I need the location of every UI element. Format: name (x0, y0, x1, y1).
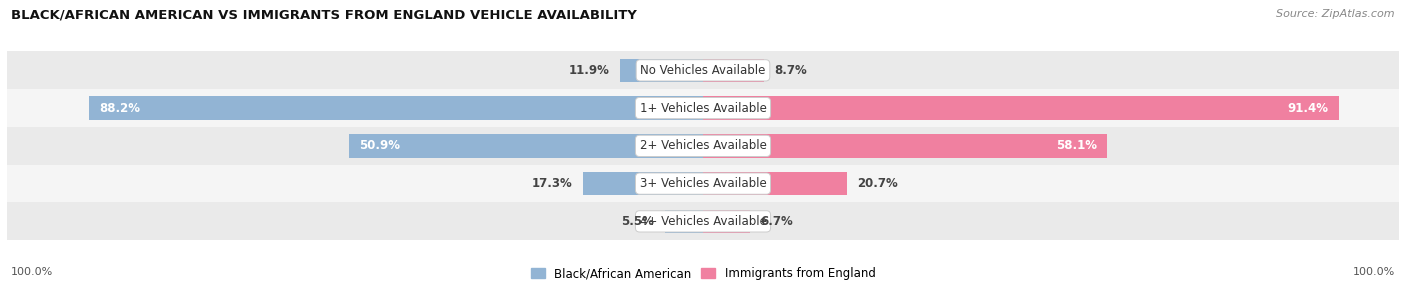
Text: Source: ZipAtlas.com: Source: ZipAtlas.com (1277, 9, 1395, 19)
Text: 11.9%: 11.9% (569, 64, 610, 77)
Bar (89, 96, 703, 120)
Legend: Black/African American, Immigrants from England: Black/African American, Immigrants from … (530, 267, 876, 280)
Bar (703, 96, 1339, 120)
Bar (349, 134, 703, 158)
Bar (703, 172, 846, 195)
Text: 88.2%: 88.2% (100, 102, 141, 115)
Text: 6.7%: 6.7% (761, 215, 793, 228)
Bar (7, 51, 1399, 89)
Text: 2+ Vehicles Available: 2+ Vehicles Available (640, 139, 766, 152)
Text: No Vehicles Available: No Vehicles Available (640, 64, 766, 77)
Text: 17.3%: 17.3% (531, 177, 572, 190)
Bar (7, 89, 1399, 127)
Bar (620, 59, 703, 82)
Text: 5.5%: 5.5% (621, 215, 654, 228)
Bar (703, 59, 763, 82)
Bar (703, 210, 749, 233)
Text: 100.0%: 100.0% (1353, 267, 1395, 277)
Bar (7, 202, 1399, 240)
Text: 3+ Vehicles Available: 3+ Vehicles Available (640, 177, 766, 190)
Text: 1+ Vehicles Available: 1+ Vehicles Available (640, 102, 766, 115)
Bar (582, 172, 703, 195)
Text: 4+ Vehicles Available: 4+ Vehicles Available (640, 215, 766, 228)
Bar (7, 165, 1399, 202)
Text: 20.7%: 20.7% (858, 177, 898, 190)
Text: BLACK/AFRICAN AMERICAN VS IMMIGRANTS FROM ENGLAND VEHICLE AVAILABILITY: BLACK/AFRICAN AMERICAN VS IMMIGRANTS FRO… (11, 9, 637, 21)
Text: 58.1%: 58.1% (1056, 139, 1097, 152)
Text: 8.7%: 8.7% (773, 64, 807, 77)
Bar (665, 210, 703, 233)
Bar (7, 127, 1399, 165)
Bar (703, 134, 1108, 158)
Text: 91.4%: 91.4% (1288, 102, 1329, 115)
Text: 100.0%: 100.0% (11, 267, 53, 277)
Text: 50.9%: 50.9% (359, 139, 401, 152)
